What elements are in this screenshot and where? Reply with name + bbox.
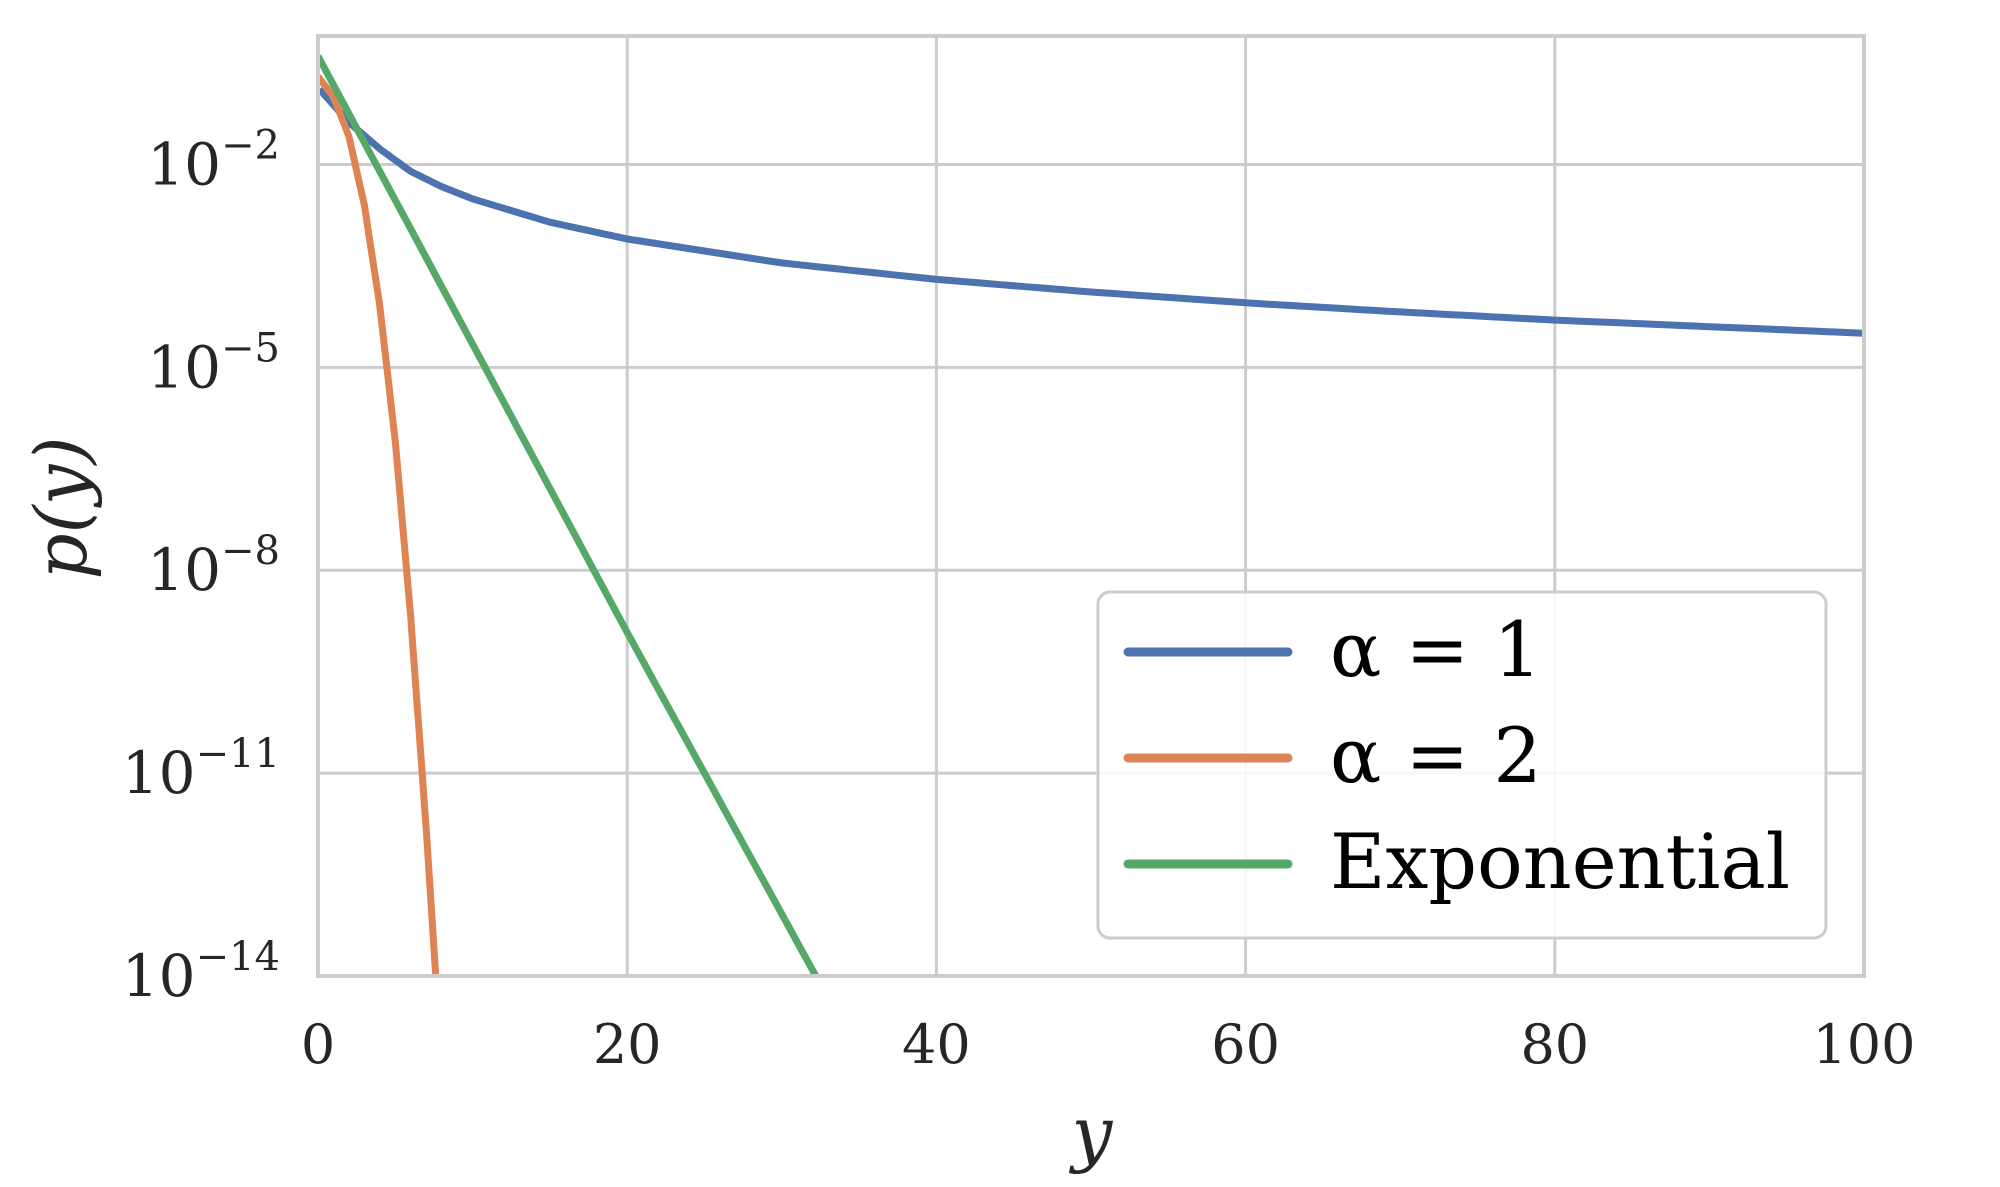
legend: α = 1 α = 2 Exponential — [1096, 590, 1828, 940]
series-line-1 — [318, 86, 1864, 337]
y-axis-label: p(y) — [19, 437, 103, 580]
x-tick-label: 60 — [1211, 1013, 1280, 1076]
y-tick-label: 10−8 — [147, 528, 280, 604]
x-tick-label: 20 — [593, 1013, 662, 1076]
series-lines — [318, 54, 1864, 976]
series-line-3 — [318, 54, 819, 976]
legend-label-3: Exponential — [1330, 817, 1790, 906]
x-tick-labels: 0 20 40 60 80 100 — [301, 1013, 1916, 1076]
legend-label-1: α = 1 — [1330, 605, 1542, 694]
plot-frame — [316, 34, 1866, 978]
x-tick-label: 0 — [301, 1013, 335, 1076]
y-tick-label: 10−2 — [147, 122, 280, 198]
y-tick-label: 10−5 — [147, 325, 280, 401]
x-tick-label: 40 — [902, 1013, 971, 1076]
x-axis-label: y — [1069, 1091, 1114, 1175]
series-line-2 — [318, 74, 440, 976]
y-tick-label: 10−11 — [122, 731, 280, 807]
legend-label-2: α = 2 — [1330, 711, 1542, 800]
x-tick-label: 80 — [1520, 1013, 1589, 1076]
x-tick-label: 100 — [1812, 1013, 1915, 1076]
legend-box — [1096, 590, 1828, 940]
y-tick-labels: 10−2 10−5 10−8 10−11 10−14 — [122, 122, 280, 1010]
y-tick-label: 10−14 — [122, 934, 280, 1010]
